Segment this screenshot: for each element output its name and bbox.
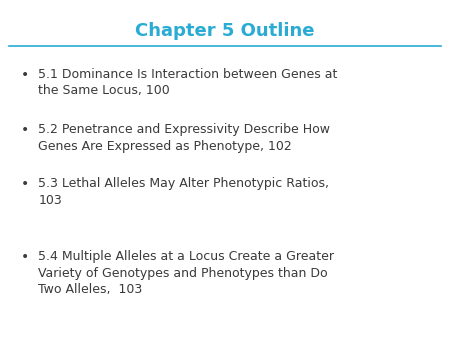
Text: 5.4 Multiple Alleles at a Locus Create a Greater
Variety of Genotypes and Phenot: 5.4 Multiple Alleles at a Locus Create a… [38,250,334,296]
Text: •: • [21,123,29,137]
Text: •: • [21,177,29,191]
Text: •: • [21,68,29,81]
Text: 5.3 Lethal Alleles May Alter Phenotypic Ratios,
103: 5.3 Lethal Alleles May Alter Phenotypic … [38,177,329,207]
Text: •: • [21,250,29,264]
Text: 5.1 Dominance Is Interaction between Genes at
the Same Locus, 100: 5.1 Dominance Is Interaction between Gen… [38,68,338,97]
Text: 5.2 Penetrance and Expressivity Describe How
Genes Are Expressed as Phenotype, 1: 5.2 Penetrance and Expressivity Describe… [38,123,330,153]
Text: Chapter 5 Outline: Chapter 5 Outline [135,22,315,40]
